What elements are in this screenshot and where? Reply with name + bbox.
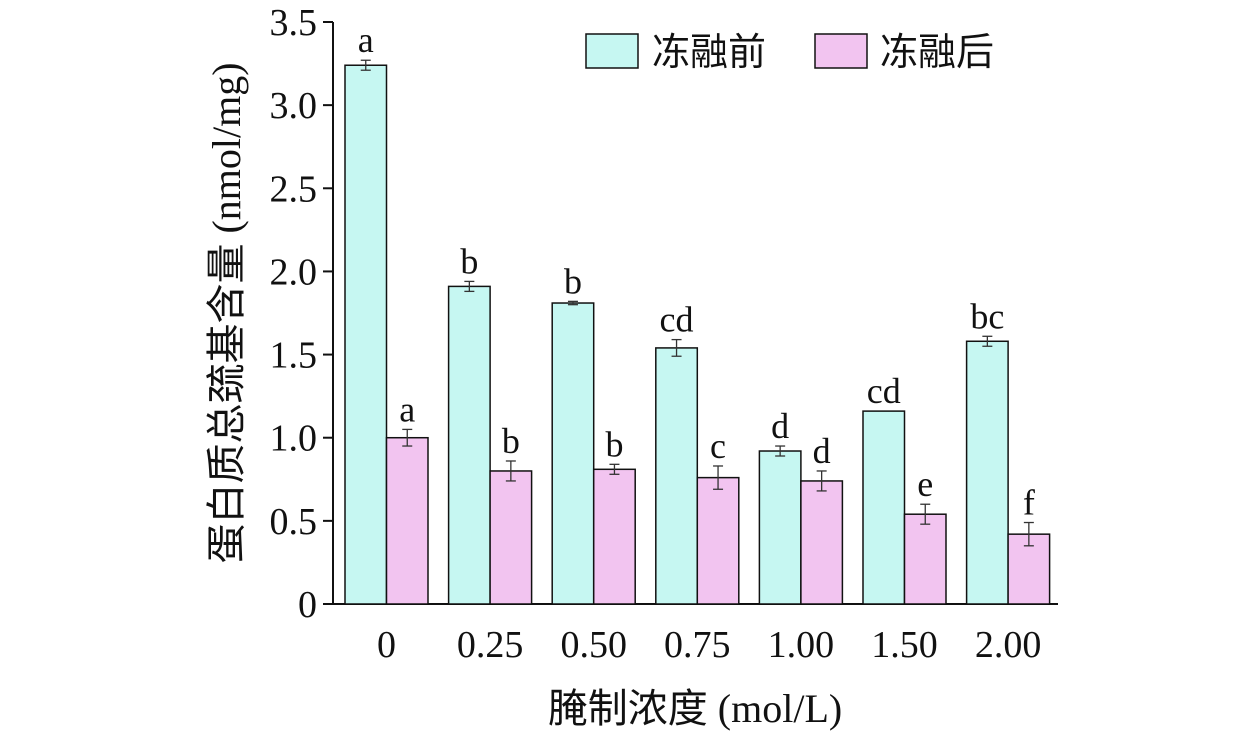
bar-before bbox=[758, 450, 802, 605]
legend: 冻融前 冻融后 bbox=[585, 32, 994, 74]
x-tick-label: 0 bbox=[377, 624, 396, 666]
significance-label: d bbox=[813, 431, 831, 471]
y-tick-label: 0 bbox=[298, 584, 317, 626]
bar-before bbox=[965, 340, 1009, 605]
bar-before bbox=[551, 302, 595, 605]
legend-label-after: 冻融后 bbox=[880, 32, 994, 74]
y-tick-label: 3.0 bbox=[270, 85, 318, 127]
x-tick-label: 1.00 bbox=[768, 624, 835, 666]
significance-label: b bbox=[460, 241, 478, 281]
significance-label: c bbox=[710, 426, 726, 466]
x-tick-label: 1.50 bbox=[871, 624, 938, 666]
significance-label: f bbox=[1023, 483, 1035, 523]
bar-before bbox=[655, 347, 699, 605]
x-tick-label: 0.50 bbox=[560, 624, 627, 666]
bar-before bbox=[344, 64, 388, 605]
x-axis-title: 腌制浓度 (mol/L) bbox=[548, 686, 842, 731]
y-tick-label: 2.5 bbox=[270, 168, 318, 210]
bar-before bbox=[447, 285, 491, 605]
bar-after bbox=[696, 476, 740, 605]
bar-after bbox=[903, 513, 947, 605]
bar-after bbox=[385, 436, 429, 605]
significance-label: a bbox=[358, 20, 374, 60]
bar-after bbox=[489, 470, 533, 605]
legend-label-before: 冻融前 bbox=[652, 32, 766, 74]
significance-label: b bbox=[502, 421, 520, 461]
y-axis-title: 蛋白质总巯基含量 (nmol/mg) bbox=[204, 62, 249, 563]
significance-label: a bbox=[399, 389, 415, 429]
significance-label: b bbox=[564, 261, 582, 301]
y-tick-label: 3.5 bbox=[270, 2, 318, 44]
significance-label: cd bbox=[867, 371, 901, 411]
significance-label: e bbox=[917, 464, 933, 504]
legend-swatch-after bbox=[814, 33, 868, 69]
y-tick-label: 2.0 bbox=[270, 251, 318, 293]
x-tick-label: 0.25 bbox=[457, 624, 524, 666]
significance-label: b bbox=[605, 424, 623, 464]
significance-label: cd bbox=[660, 300, 694, 340]
y-tick-label: 1.0 bbox=[270, 418, 318, 460]
bar-after bbox=[592, 468, 636, 605]
significance-label: d bbox=[771, 406, 789, 446]
x-tick-label: 2.00 bbox=[975, 624, 1042, 666]
significance-label: bc bbox=[970, 296, 1004, 336]
y-ticks: 0 0.5 1.0 1.5 2.0 2.5 3.0 3.5 bbox=[270, 2, 333, 626]
y-tick-label: 0.5 bbox=[270, 501, 318, 543]
bar-after bbox=[800, 480, 844, 605]
y-tick-label: 1.5 bbox=[270, 335, 318, 377]
x-ticks: 0 0.25 0.50 0.75 1.00 1.50 2.00 bbox=[377, 624, 1041, 666]
x-tick-label: 0.75 bbox=[664, 624, 731, 666]
legend-swatch-before bbox=[585, 33, 639, 69]
bar-before bbox=[862, 410, 906, 605]
